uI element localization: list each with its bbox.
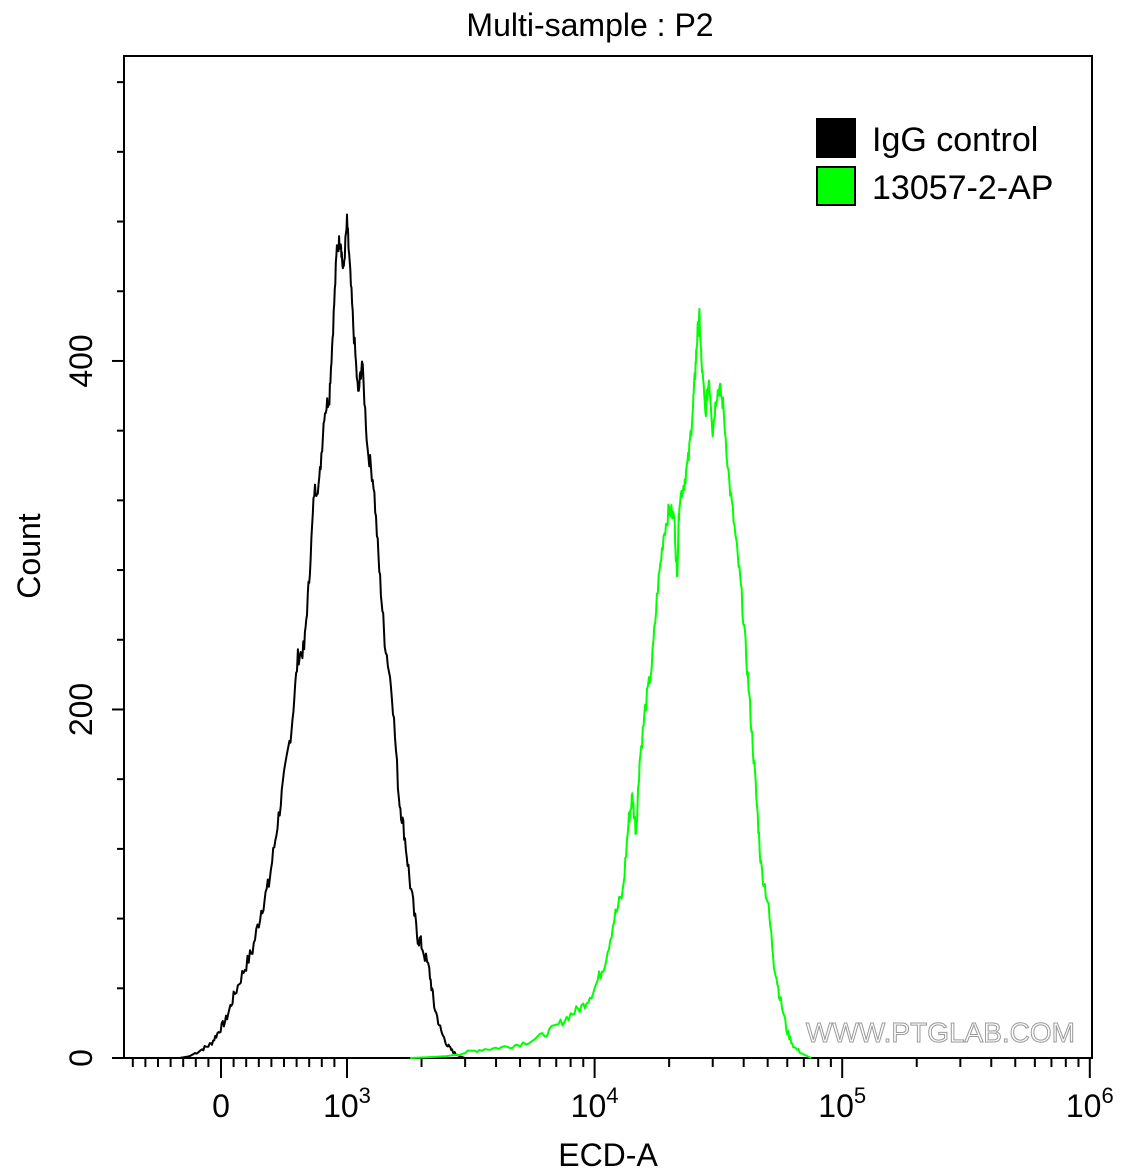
legend-swatch: [816, 166, 856, 206]
watermark: WWW.PTGLAB.COM: [806, 1017, 1075, 1048]
x-tick-label: 105: [818, 1083, 866, 1124]
y-tick-label: 0: [63, 1049, 99, 1067]
chart-title: Multi-sample : P2: [466, 7, 713, 43]
y-tick-label: 200: [63, 683, 99, 736]
series-layer: [179, 213, 812, 1059]
legend-swatch: [816, 118, 856, 158]
y-tick-label: 400: [63, 334, 99, 387]
x-tick-label: 106: [1066, 1083, 1114, 1124]
x-axis: 0 103 104 105 106: [131, 1058, 1114, 1124]
series-line-2: [410, 307, 812, 1059]
plot-border: [123, 55, 1093, 1059]
x-tick-label: 0: [212, 1088, 230, 1124]
series-line-1: [179, 213, 466, 1059]
x-tick-label: 103: [323, 1083, 371, 1124]
y-axis-label: Count: [11, 513, 47, 599]
legend-label: IgG control: [872, 121, 1038, 159]
y-axis: 0 200 400: [63, 81, 124, 1067]
legend-label: 13057-2-AP: [872, 169, 1053, 207]
x-axis-label: ECD-A: [558, 1137, 658, 1173]
legend: IgG control 13057-2-AP: [816, 118, 1053, 207]
plot-frame: [123, 55, 1093, 1059]
x-tick-label: 104: [571, 1083, 619, 1124]
